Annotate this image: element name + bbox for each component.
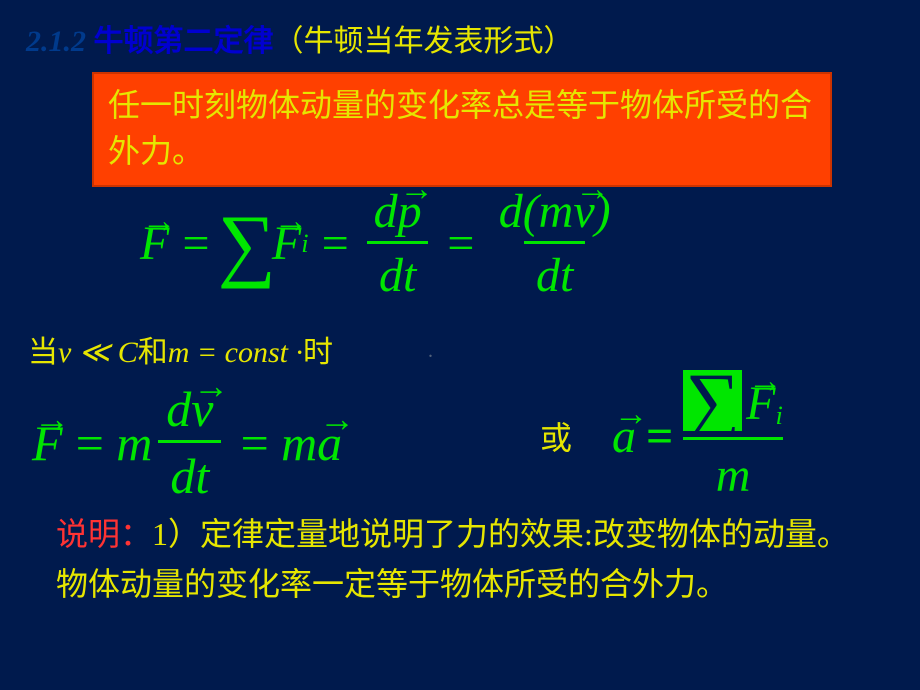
equals-sign: = (444, 216, 476, 271)
explanation-note: 说明：1）定律定量地说明了力的效果:改变物体的动量。物体动量的变化率一定等于物体… (56, 510, 876, 609)
equals-sign: = (319, 216, 351, 271)
sigma-highlight-box: ∑ (683, 370, 742, 431)
vector-F: →F (140, 216, 169, 271)
equals-sign: = (179, 216, 211, 271)
equals-sign: = (646, 409, 673, 464)
or-label: 或 (540, 413, 572, 459)
equals-sign: = (237, 414, 271, 472)
watermark-dot: . (428, 340, 433, 363)
vector-p: →p (398, 184, 422, 239)
vector-v: →v (191, 380, 213, 438)
vector-a: →a (317, 414, 342, 472)
section-title: 2.1.2 牛顿第二定律（牛顿当年发表形式） (0, 0, 920, 60)
vector-Fi: →F (746, 376, 775, 431)
vector-a: →a (612, 409, 636, 464)
title-main: 牛顿第二定律 (86, 25, 274, 58)
vector-F: →F (32, 414, 63, 472)
vector-Fi: →F (272, 216, 301, 271)
fraction-dmv-dt: d(m→v) dt (493, 184, 617, 303)
equals-sign: = (73, 414, 107, 472)
section-number: 2.1.2 (26, 25, 86, 58)
note-label: 说明： (56, 516, 152, 552)
law-text: 任一时刻物体动量的变化率总是等于物体所受的合外力。 (108, 87, 812, 169)
law-statement-box: 任一时刻物体动量的变化率总是等于物体所受的合外力。 (92, 72, 832, 187)
equation-momentum-form: →F = ∑ →Fi = d→p dt = d(m→v) dt (140, 184, 623, 303)
title-paren: （牛顿当年发表形式） (274, 25, 574, 58)
equation-f-ma: →F = m d→v dt = m→a (32, 380, 342, 505)
fraction-dp-dt: d→p dt (367, 184, 428, 303)
sigma-symbol: ∑ (218, 197, 276, 291)
fraction-sigmaF-m: ∑ →Fi m (683, 370, 782, 503)
condition-text: 当v ≪ C和m = const ·时 (28, 327, 333, 371)
vector-v: →v (573, 184, 594, 239)
equation-a-sigma-f: →a = ∑ →Fi m (612, 370, 783, 503)
fraction-dv-dt: d→v dt (158, 380, 221, 505)
